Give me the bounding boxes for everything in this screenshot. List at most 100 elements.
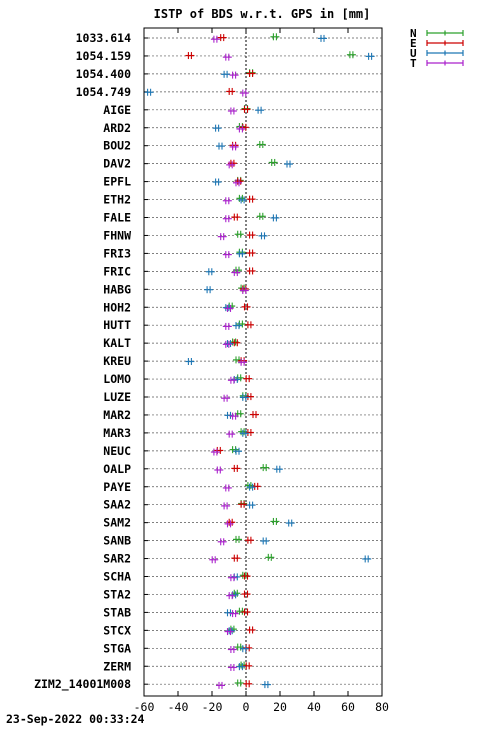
marker-e <box>246 249 256 257</box>
x-tick-label: 20 <box>273 700 287 714</box>
station-label: 1054.749 <box>76 85 131 99</box>
x-tick-label: -40 <box>168 700 189 714</box>
marker-t <box>227 574 237 582</box>
station-label: SAA2 <box>103 498 131 512</box>
marker-u <box>239 393 249 401</box>
marker-t <box>239 287 249 294</box>
station-labels: 1033.614 1054.159 1054.400 1054.749 AIGE ARD2… <box>34 31 148 692</box>
marker-t <box>239 89 249 97</box>
marker-e <box>244 321 254 329</box>
marker-t <box>222 197 232 205</box>
marker-e <box>244 393 254 401</box>
legend-label: U <box>410 47 417 60</box>
marker-t <box>214 466 224 474</box>
marker-u <box>270 214 280 222</box>
x-axis: -60 -40 -20 0 20 40 60 80 <box>134 28 389 714</box>
marker-u <box>260 537 270 545</box>
marker-n <box>256 141 266 148</box>
station-label: ZIM2_14001M008 <box>34 677 131 692</box>
marker-t <box>224 304 234 312</box>
marker-t <box>210 448 220 456</box>
marker-t <box>226 161 236 169</box>
marker-e <box>217 34 227 42</box>
x-tick-label: 40 <box>307 700 321 714</box>
marker-t <box>222 340 232 348</box>
marker-t <box>229 71 239 79</box>
marker-t <box>229 610 239 618</box>
legend-label: N <box>410 27 417 40</box>
legend-label: E <box>410 37 417 50</box>
marker-e <box>246 70 256 77</box>
station-label: STAB <box>103 605 131 619</box>
marker-e <box>246 231 256 239</box>
marker-u <box>238 196 248 204</box>
station-label: HABG <box>103 282 131 296</box>
station-label: DAV2 <box>103 157 131 171</box>
marker-t <box>224 520 234 528</box>
marker-t <box>221 394 231 402</box>
marker-u <box>236 250 246 258</box>
station-label: 1054.400 <box>76 67 131 81</box>
marker-u <box>246 483 256 491</box>
marker-e <box>241 303 251 311</box>
marker-t <box>224 628 234 636</box>
marker-n <box>236 607 246 615</box>
marker-t <box>231 269 241 277</box>
marker-e <box>246 267 256 275</box>
station-label: SCHA <box>103 570 131 584</box>
station-label: STGA <box>103 641 131 655</box>
plot-frame <box>143 27 383 697</box>
marker-e <box>243 680 253 688</box>
station-label: KREU <box>103 354 131 368</box>
marker-t <box>229 143 239 151</box>
marker-t <box>221 502 231 510</box>
marker-t <box>227 107 237 115</box>
marker-n <box>270 517 280 525</box>
marker-e <box>231 554 241 562</box>
marker-u <box>231 375 241 383</box>
marker-t <box>238 358 248 366</box>
marker-e <box>231 339 241 347</box>
marker-u <box>205 268 215 276</box>
marker-e <box>185 52 195 60</box>
marker-e <box>238 500 248 508</box>
station-label: 1033.614 <box>76 31 131 45</box>
marker-n <box>236 320 246 328</box>
marker-t <box>222 215 232 223</box>
marker-u <box>185 358 195 365</box>
station-label: LUZE <box>103 390 131 404</box>
station-label: HUTT <box>103 318 131 332</box>
marker-u <box>212 178 222 186</box>
marker-n <box>246 69 256 77</box>
marker-u <box>285 519 295 527</box>
x-tick-label: 0 <box>243 700 250 714</box>
marker-e <box>244 536 254 544</box>
marker-t <box>216 681 225 689</box>
station-label: STA2 <box>103 587 131 601</box>
marker-e <box>226 87 236 95</box>
marker-t <box>209 556 219 564</box>
marker-u <box>236 663 246 671</box>
marker-t <box>222 322 232 330</box>
station-label: SAM2 <box>103 516 131 530</box>
station-label: LOMO <box>103 372 131 386</box>
station-label: FRI3 <box>103 246 131 260</box>
station-label: MAR3 <box>103 426 131 440</box>
marker-t <box>222 251 232 259</box>
marker-u <box>239 645 249 653</box>
marker-u <box>365 52 375 60</box>
station-label: AIGE <box>103 103 131 117</box>
marker-e <box>244 429 254 436</box>
marker-t <box>227 663 237 671</box>
marker-e <box>250 411 259 419</box>
marker-e <box>246 195 256 203</box>
station-label: SAR2 <box>103 552 131 566</box>
station-label: NEUC <box>103 444 131 458</box>
marker-u <box>204 286 214 294</box>
grid-lines <box>144 37 382 685</box>
station-label: BOU2 <box>103 139 131 153</box>
station-label: FALE <box>103 211 131 225</box>
marker-e <box>231 464 241 472</box>
marker-t <box>229 412 239 420</box>
